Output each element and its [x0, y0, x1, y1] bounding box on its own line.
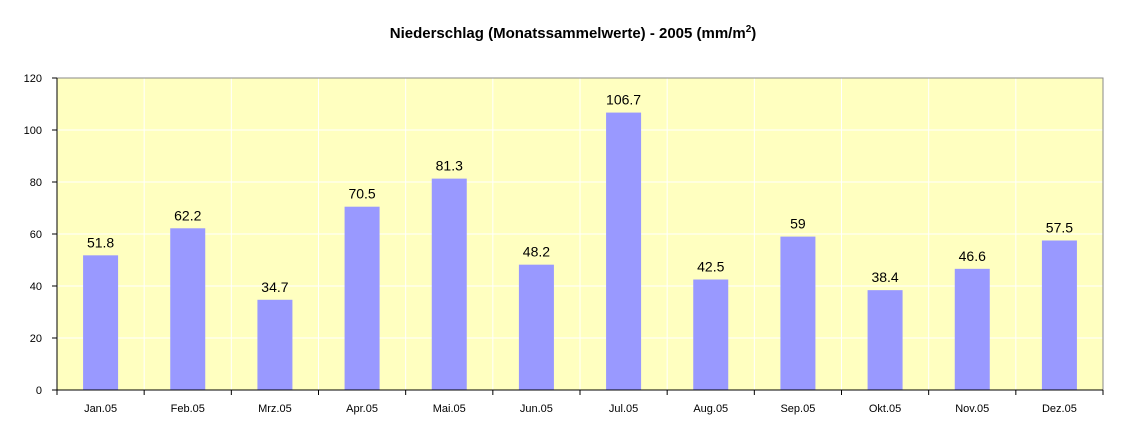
y-tick-label: 0: [36, 385, 42, 397]
data-label: 51.8: [87, 234, 114, 250]
data-label: 38.4: [871, 269, 898, 285]
bar: [518, 264, 554, 390]
y-tick-label: 100: [24, 125, 42, 137]
x-tick-label: Aug.05: [693, 403, 728, 415]
chart-title-text: Niederschlag (Monatssammelwerte) - 2005 …: [390, 25, 746, 42]
bar: [1041, 240, 1077, 390]
x-tick-label: Nov.05: [955, 403, 989, 415]
bar: [606, 112, 642, 390]
x-tick-label: Sep.05: [780, 403, 815, 415]
bar: [693, 279, 729, 390]
data-label: 46.6: [959, 248, 986, 264]
y-tick-label: 80: [30, 177, 42, 189]
data-label: 34.7: [261, 279, 288, 295]
bar: [83, 255, 119, 390]
x-tick-label: Mai.05: [433, 403, 466, 415]
chart-title: Niederschlag (Monatssammelwerte) - 2005 …: [390, 24, 757, 42]
bar: [344, 206, 380, 390]
plot-area: 51.8 Jan.05 62.2 Feb.05 34.7 Mrz.05 70.5 Apr.05…: [24, 73, 1104, 415]
x-tick-label: Mrz.05: [258, 403, 292, 415]
y-tick-label: 20: [30, 333, 42, 345]
data-label: 48.2: [523, 244, 550, 260]
y-tick-label: 40: [30, 281, 42, 293]
x-tick-label: Dez.05: [1042, 403, 1077, 415]
x-tick-label: Apr.05: [346, 403, 378, 415]
x-tick-label: Jul.05: [609, 403, 638, 415]
data-label: 70.5: [348, 186, 375, 202]
chart-title-superscript: 2: [746, 24, 752, 35]
data-label: 106.7: [606, 92, 641, 108]
data-label: 57.5: [1046, 220, 1073, 236]
x-tick-label: Jun.05: [520, 403, 553, 415]
bar: [867, 290, 903, 390]
bar: [257, 299, 293, 390]
bar: [780, 236, 816, 390]
x-tick-label: Feb.05: [171, 403, 205, 415]
data-label: 62.2: [174, 207, 201, 223]
bar: [170, 228, 206, 390]
y-tick-label: 60: [30, 229, 42, 241]
data-label: 42.5: [697, 259, 724, 275]
bar: [954, 268, 990, 390]
y-tick-label: 120: [24, 73, 42, 85]
x-tick-label: Jan.05: [84, 403, 117, 415]
data-label: 81.3: [436, 158, 463, 174]
chart-title-suffix: ): [751, 25, 756, 42]
data-label: 59: [790, 216, 806, 232]
x-tick-label: Okt.05: [869, 403, 901, 415]
bar: [431, 178, 467, 390]
